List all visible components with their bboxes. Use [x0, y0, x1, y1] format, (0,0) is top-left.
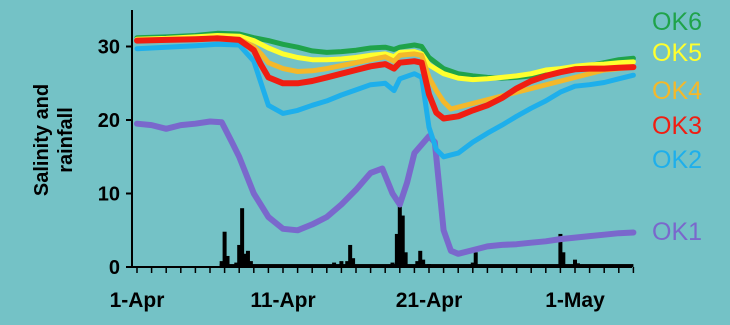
legend-label-ok5: OK5 — [652, 39, 702, 67]
series-layer — [134, 30, 637, 257]
legend-label-ok4: OK4 — [652, 77, 702, 105]
series-line-ok5 — [134, 33, 636, 83]
legend: OK6 OK5 OK4 OK3 OK2 OK1 — [652, 8, 702, 246]
axes-layer — [131, 10, 632, 268]
rainfall-bar — [561, 252, 566, 267]
x-tick-label: 1-May — [545, 289, 605, 312]
rainfall-bar — [222, 231, 227, 267]
series-line-ok3 — [134, 35, 637, 122]
rainfall-bar — [243, 253, 248, 267]
rainfall-bar — [400, 215, 405, 267]
rainfall-bar — [225, 255, 230, 267]
rainfall-bar — [403, 252, 408, 267]
x-tick-label: 11-Apr — [250, 289, 315, 312]
x-ticks: 1-Apr 11-Apr 21-Apr 1-May — [110, 267, 635, 312]
y-tick-label: 20 — [98, 110, 120, 132]
rainfall-bar — [421, 259, 426, 267]
rainfall-bar — [240, 208, 245, 267]
rainfall-bar — [558, 233, 563, 267]
rainfall-bar — [351, 258, 356, 267]
y-tick-label: 30 — [98, 37, 120, 59]
rainfall-baseline — [219, 264, 634, 267]
legend-label-ok6: OK6 — [652, 8, 702, 36]
y-tick-label: 10 — [98, 184, 120, 206]
rainfall-bar — [473, 252, 478, 267]
y-tick-label: 0 — [109, 257, 120, 279]
x-tick-label: 21-Apr — [396, 289, 463, 312]
rainfall-bar — [573, 259, 577, 267]
y-ticks: 0 10 20 30 — [98, 37, 132, 279]
y-axis-title: Salinity and rainfall — [31, 84, 77, 196]
legend-label-ok2: OK2 — [652, 146, 702, 174]
rainfall-bar — [397, 200, 402, 267]
x-tick-label: 1-Apr — [110, 289, 165, 312]
series-line-ok2 — [134, 41, 636, 160]
rainfall-bar — [237, 244, 242, 267]
rainfall-bar — [418, 250, 423, 267]
rainfall-bar — [394, 233, 399, 267]
series-line-ok1 — [134, 118, 637, 257]
rainfall-bar — [245, 250, 250, 267]
legend-label-ok3: OK3 — [652, 112, 702, 140]
rainfall-bar — [348, 244, 353, 267]
legend-label-ok1: OK1 — [652, 218, 702, 246]
rainfall-layer — [219, 200, 634, 267]
